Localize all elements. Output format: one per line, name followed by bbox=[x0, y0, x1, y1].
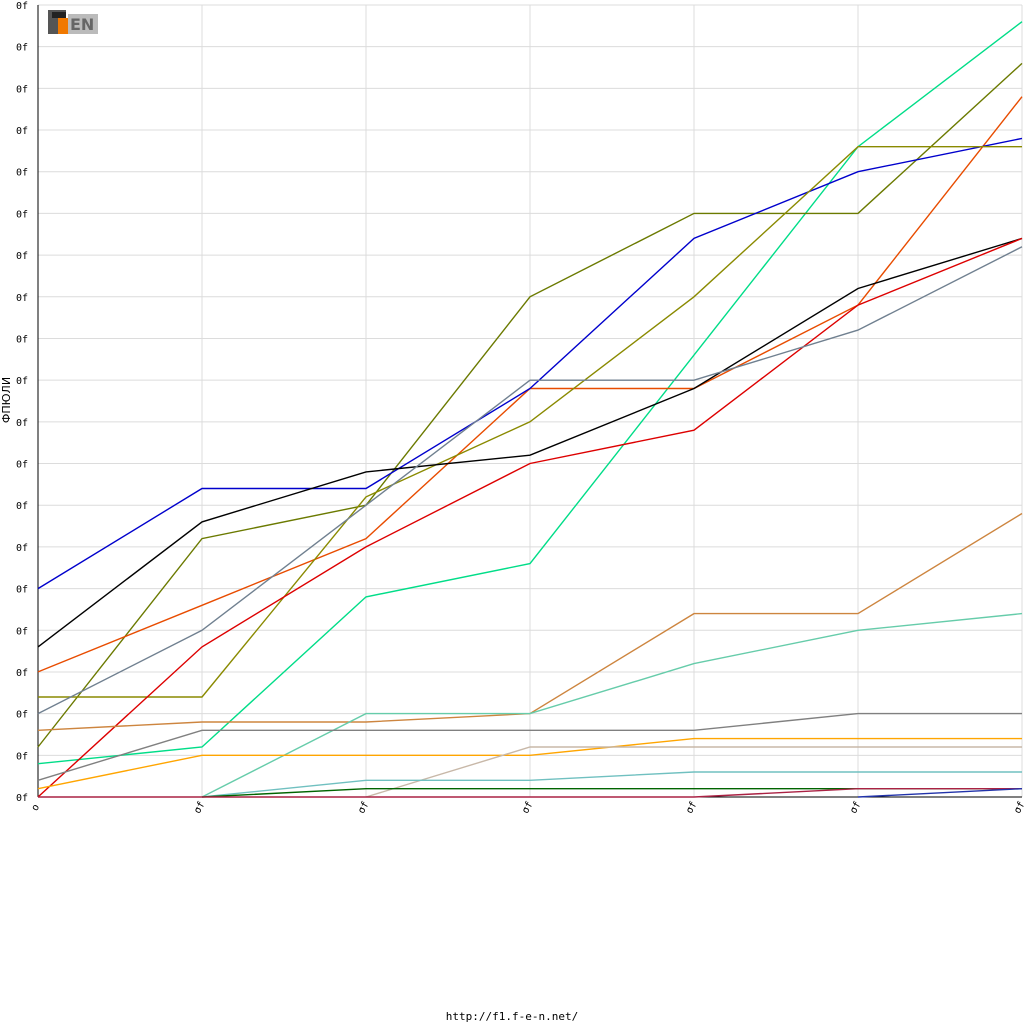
x-tick-label: σf bbox=[356, 800, 372, 816]
series-line-11 bbox=[37, 737, 1022, 790]
x-tick-label: σf bbox=[192, 800, 208, 816]
y-tick-label: 0f bbox=[16, 710, 28, 721]
series-lines bbox=[37, 21, 1023, 798]
y-tick-label: 0f bbox=[16, 209, 28, 220]
y-tick-labels: 0f 0f 0f 0f 0f 0f 0f 0f 0f 0f 0f 0f 0f 0f 0f 0f 0f 0f 0f 0f bbox=[16, 1, 28, 804]
y-tick-label: 0f bbox=[16, 126, 28, 137]
y-tick-label: 0f bbox=[16, 251, 28, 262]
series-line-5 bbox=[37, 237, 1023, 648]
y-tick-label: 0f bbox=[16, 334, 28, 345]
f1fen-logo: EN bbox=[48, 10, 98, 34]
series-line-7 bbox=[37, 246, 1023, 715]
series-line-15 bbox=[38, 788, 1022, 798]
y-tick-label: 0f bbox=[16, 168, 28, 179]
grid-lines bbox=[37, 4, 1023, 798]
y-axis-label: ФПЮЛИ bbox=[0, 377, 13, 423]
x-tick-label: σf bbox=[684, 800, 700, 816]
y-tick-label: 0f bbox=[16, 1, 28, 12]
series-line-3 bbox=[37, 137, 1023, 590]
footer-url: http://f1.f-e-n.net/ bbox=[445, 1010, 579, 1023]
series-line-6 bbox=[37, 237, 1023, 798]
y-tick-label: 0f bbox=[16, 626, 28, 637]
y-tick-label: 0f bbox=[16, 84, 28, 95]
y-tick-label: 0f bbox=[16, 501, 28, 512]
series-line-12 bbox=[365, 746, 1022, 798]
x-tick-label: σf bbox=[848, 800, 864, 816]
series-line-1 bbox=[37, 62, 1023, 748]
svg-text:EN: EN bbox=[70, 15, 94, 34]
series-line-14 bbox=[201, 788, 1022, 798]
y-tick-label: 0f bbox=[16, 43, 28, 54]
x-tick-labels: o σf σf σf σf σf σf bbox=[30, 800, 1024, 816]
y-tick-label: 0f bbox=[16, 793, 28, 804]
y-tick-label: 0f bbox=[16, 460, 28, 471]
series-line-16 bbox=[857, 788, 1023, 798]
y-tick-label: 0f bbox=[16, 376, 28, 387]
x-tick-label: σf bbox=[1012, 800, 1024, 816]
x-tick-label: o bbox=[30, 802, 43, 813]
series-line-10 bbox=[37, 712, 1022, 781]
y-tick-label: 0f bbox=[16, 585, 28, 596]
y-tick-label: 0f bbox=[16, 751, 28, 762]
x-tick-label: σf bbox=[520, 800, 536, 816]
y-tick-label: 0f bbox=[16, 418, 28, 429]
y-tick-label: 0f bbox=[16, 293, 28, 304]
series-line-4 bbox=[38, 145, 1022, 698]
series-line-13 bbox=[201, 771, 1022, 798]
y-tick-label: 0f bbox=[16, 543, 28, 554]
y-tick-label: 0f bbox=[16, 668, 28, 679]
series-line-9 bbox=[201, 612, 1023, 798]
